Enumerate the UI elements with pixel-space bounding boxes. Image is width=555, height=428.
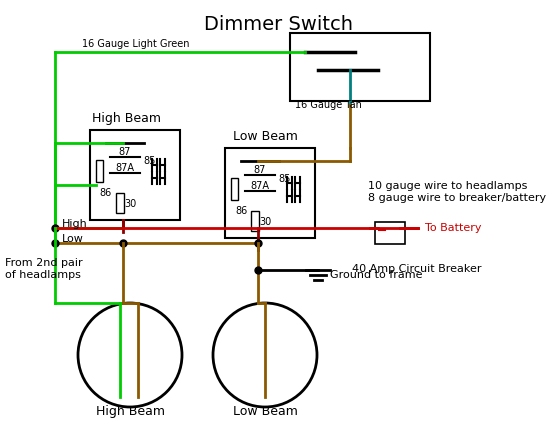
Text: 87: 87 bbox=[119, 147, 131, 157]
Text: High: High bbox=[62, 219, 88, 229]
Bar bbox=[231, 178, 238, 200]
Text: 87: 87 bbox=[254, 165, 266, 175]
Text: 16 Gauge Light Green: 16 Gauge Light Green bbox=[82, 39, 189, 49]
Bar bbox=[392, 224, 400, 232]
Text: 16 Gauge Tan: 16 Gauge Tan bbox=[295, 100, 362, 110]
Text: 86: 86 bbox=[235, 206, 247, 216]
Text: 40 Amp Circuit Breaker: 40 Amp Circuit Breaker bbox=[352, 264, 482, 274]
Circle shape bbox=[78, 303, 182, 407]
Bar bbox=[251, 211, 259, 231]
Text: 30: 30 bbox=[259, 217, 271, 227]
Text: 86: 86 bbox=[100, 188, 112, 198]
Bar bbox=[96, 160, 103, 182]
Text: 30: 30 bbox=[124, 199, 136, 209]
Text: Dimmer Switch: Dimmer Switch bbox=[204, 15, 352, 34]
Text: To Battery: To Battery bbox=[425, 223, 482, 233]
Text: 87A: 87A bbox=[250, 181, 270, 191]
Text: 85: 85 bbox=[279, 174, 291, 184]
Bar bbox=[225, 148, 315, 238]
Text: 85: 85 bbox=[144, 156, 156, 166]
Bar bbox=[116, 193, 124, 213]
Bar bbox=[90, 130, 180, 220]
Text: Low Beam: Low Beam bbox=[233, 405, 297, 418]
Bar bbox=[290, 33, 430, 101]
Circle shape bbox=[213, 303, 317, 407]
Bar bbox=[378, 224, 386, 232]
Text: High Beam: High Beam bbox=[95, 405, 164, 418]
Text: High Beam: High Beam bbox=[93, 112, 162, 125]
Text: Ground to frame: Ground to frame bbox=[330, 270, 422, 280]
Text: Low: Low bbox=[62, 234, 84, 244]
Text: From 2nd pair
of headlamps: From 2nd pair of headlamps bbox=[5, 258, 83, 279]
Text: 10 gauge wire to headlamps
8 gauge wire to breaker/battery: 10 gauge wire to headlamps 8 gauge wire … bbox=[368, 181, 546, 203]
Bar bbox=[375, 222, 405, 244]
Text: Low Beam: Low Beam bbox=[233, 130, 297, 143]
Text: 87A: 87A bbox=[115, 163, 134, 173]
